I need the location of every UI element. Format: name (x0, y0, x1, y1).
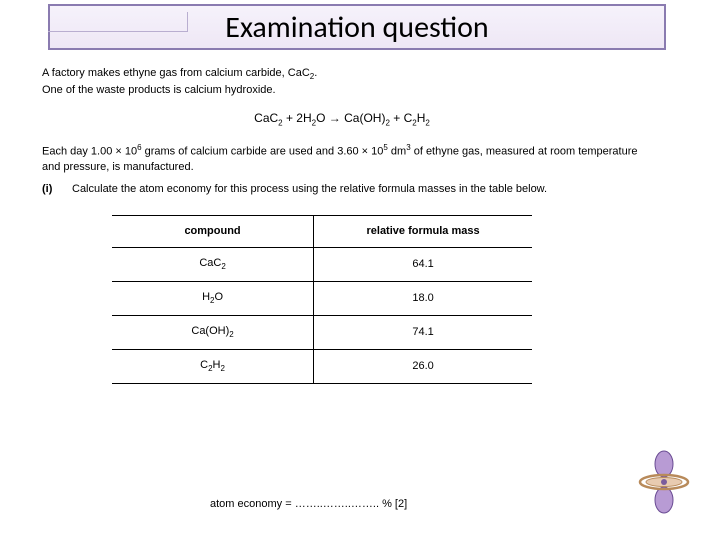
chemical-equation: CaC2 + 2H2O → Ca(OH)2 + C2H2 (42, 110, 642, 129)
intro-paragraph: A factory makes ethyne gas from calcium … (42, 66, 642, 98)
answer-unit: % (379, 498, 392, 510)
data-table: compound relative formula mass CaC2 64.1… (112, 215, 532, 384)
answer-dots: ……..……..…….. (295, 498, 379, 510)
th-compound: compound (112, 216, 314, 248)
cell-mass: 64.1 (314, 248, 532, 282)
answer-label: atom economy = (210, 498, 295, 510)
cell-compound: CaC2 (112, 248, 314, 282)
eq-plus2: + C (390, 111, 412, 125)
intro-line2: One of the waste products is calcium hyd… (42, 84, 276, 96)
answer-marks: [2] (392, 498, 407, 510)
intro-line1c: . (314, 67, 317, 79)
p2b: grams of calcium carbide are used and 3.… (142, 146, 384, 158)
intro-line1a: A factory makes ethyne gas from calcium … (42, 67, 302, 79)
eq-p1: Ca(OH) (344, 111, 385, 125)
table-row: CaC2 64.1 (112, 248, 532, 282)
cell-compound: H2O (112, 282, 314, 316)
table-header-row: compound relative formula mass (112, 216, 532, 248)
page-title: Examination question (225, 9, 488, 46)
paragraph-2: Each day 1.00 × 106 grams of calcium car… (42, 143, 642, 174)
cell-compound: Ca(OH)2 (112, 316, 314, 350)
table-row: Ca(OH)2 74.1 (112, 316, 532, 350)
title-banner: Examination question (48, 4, 666, 50)
p2c: dm (388, 146, 406, 158)
question-body: A factory makes ethyne gas from calcium … (42, 66, 642, 384)
answer-line: atom economy = ……..……..…….. % [2] (210, 498, 407, 510)
p2a: Each day 1.00 × 10 (42, 146, 137, 158)
eq-p2bs: 2 (425, 118, 429, 127)
cell-compound: C2H2 (112, 350, 314, 384)
eq-arrow: → (325, 111, 344, 125)
cell-mass: 74.1 (314, 316, 532, 350)
eq-r1b: C (270, 111, 279, 125)
table-row: C2H2 26.0 (112, 350, 532, 384)
title-accent-line (48, 12, 188, 32)
eq-r1: Ca (254, 111, 269, 125)
formula-mass-table: compound relative formula mass CaC2 64.1… (112, 215, 532, 384)
eq-plus1: + 2H (283, 111, 312, 125)
item-label: (i) (42, 182, 72, 197)
question-item: (i) Calculate the atom economy for this … (42, 182, 642, 197)
cell-mass: 18.0 (314, 282, 532, 316)
table-row: H2O 18.0 (112, 282, 532, 316)
orbital-icon (632, 450, 696, 514)
intro-line1b: C (302, 67, 310, 79)
th-mass: relative formula mass (314, 216, 532, 248)
cell-mass: 26.0 (314, 350, 532, 384)
item-text: Calculate the atom economy for this proc… (72, 182, 642, 197)
